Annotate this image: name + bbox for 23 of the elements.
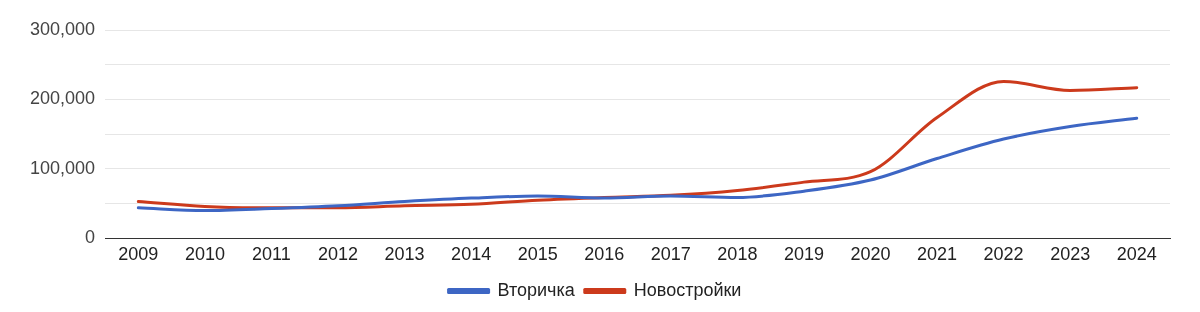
x-tick-label: 2016: [584, 244, 625, 265]
legend-label: Новостройки: [633, 279, 742, 300]
x-tick-label: 2019: [783, 244, 824, 265]
x-tick-label: 2021: [917, 244, 958, 265]
x-tick-label: 2015: [517, 244, 558, 265]
x-tick-label: 2017: [650, 244, 691, 265]
x-tick-label: 2020: [850, 244, 891, 265]
x-tick-label: 2011: [252, 244, 291, 265]
x-tick-label: 2022: [983, 244, 1024, 265]
x-tick-label: 2012: [318, 244, 359, 265]
y-tick-label: 100,000: [29, 157, 96, 178]
x-tick-label: 2023: [1050, 244, 1091, 265]
y-tick-label: 200,000: [29, 88, 96, 109]
x-tick-label: 2014: [451, 244, 492, 265]
y-tick-label: 0: [85, 227, 96, 248]
line-series: [136, 116, 1139, 213]
x-tick-label: 2009: [118, 244, 159, 265]
x-tick-label: 2024: [1116, 244, 1157, 265]
legend-label: Вторичка: [497, 279, 576, 300]
x-tick-label: 2013: [384, 244, 425, 265]
x-tick-label: 2018: [717, 244, 758, 265]
y-tick-label: 300,000: [29, 18, 96, 39]
x-tick-label: 2010: [184, 244, 225, 265]
